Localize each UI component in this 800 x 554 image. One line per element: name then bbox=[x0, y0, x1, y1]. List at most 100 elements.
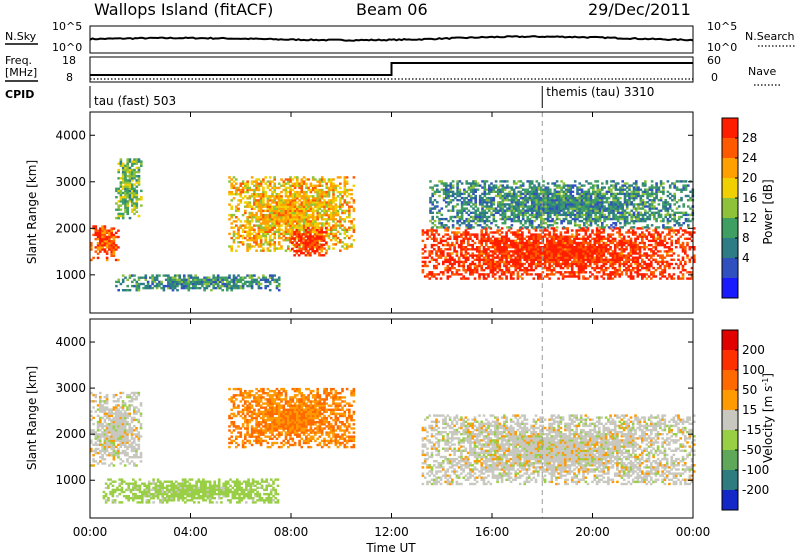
echo-cell bbox=[262, 278, 265, 281]
echo-cell bbox=[437, 233, 441, 236]
echo-cell bbox=[583, 209, 586, 212]
echo-cell bbox=[314, 220, 317, 223]
echo-cell bbox=[320, 205, 324, 208]
echo-cell bbox=[255, 218, 258, 221]
echo-cell bbox=[465, 201, 468, 204]
echo-cell bbox=[579, 250, 583, 253]
echo-cell bbox=[586, 250, 590, 253]
echo-cell bbox=[316, 230, 319, 233]
echo-cell bbox=[289, 216, 292, 219]
echo-cell bbox=[307, 178, 310, 181]
echo-cell bbox=[526, 190, 529, 193]
echo-cell bbox=[474, 205, 477, 208]
echo-cell bbox=[500, 273, 504, 276]
echo-cell bbox=[489, 241, 493, 245]
echo-cell bbox=[519, 226, 523, 229]
echo-cell bbox=[613, 271, 617, 274]
echo-cell bbox=[616, 258, 619, 261]
echo-cell bbox=[584, 237, 588, 240]
echo-cell bbox=[334, 236, 338, 240]
echo-cell bbox=[339, 216, 342, 219]
echo-cell bbox=[672, 231, 676, 234]
echo-cell bbox=[573, 196, 577, 200]
echo-cell bbox=[322, 237, 326, 240]
echo-cell bbox=[564, 188, 568, 191]
echo-cell bbox=[570, 233, 574, 236]
echo-cell bbox=[320, 193, 324, 196]
echo-cell bbox=[266, 207, 270, 210]
echo-cell bbox=[629, 243, 633, 247]
echo-cell bbox=[273, 216, 276, 219]
echo-cell bbox=[560, 213, 563, 217]
echo-cell bbox=[579, 248, 583, 251]
echo-cell bbox=[546, 186, 550, 189]
echo-cell bbox=[289, 224, 292, 227]
echo-cell bbox=[553, 184, 557, 187]
echo-cell bbox=[559, 271, 563, 274]
echo-cell bbox=[446, 264, 450, 268]
echo-cell bbox=[564, 192, 568, 196]
echo-cell bbox=[524, 219, 527, 223]
echo-cell bbox=[528, 224, 532, 227]
echo-cell bbox=[582, 258, 585, 261]
echo-cell bbox=[162, 286, 166, 290]
echo-cell bbox=[566, 264, 569, 268]
echo-cell bbox=[449, 184, 453, 187]
echo-cell bbox=[451, 199, 455, 202]
echo-cell bbox=[577, 229, 581, 232]
echo-cell bbox=[496, 229, 499, 232]
echo-cell bbox=[259, 222, 263, 225]
echo-cell bbox=[525, 269, 529, 272]
echo-cell bbox=[451, 205, 455, 208]
echo-cell bbox=[481, 207, 484, 210]
echo-cell bbox=[600, 269, 603, 272]
echo-cell bbox=[540, 203, 543, 206]
echo-cell bbox=[541, 271, 545, 274]
echo-cell bbox=[534, 233, 538, 236]
echo-cell bbox=[135, 284, 139, 288]
echo-cell bbox=[560, 203, 563, 206]
echo-cell bbox=[273, 205, 276, 208]
echo-cell bbox=[268, 276, 272, 279]
echo-cell bbox=[534, 237, 538, 240]
echo-cell bbox=[225, 284, 229, 288]
echo-cell bbox=[528, 209, 532, 212]
echo-cell bbox=[323, 178, 326, 181]
echo-cell bbox=[693, 258, 696, 261]
echo-cell bbox=[530, 260, 533, 264]
echo-cell bbox=[575, 250, 578, 253]
echo-cell bbox=[523, 243, 526, 247]
echo-cell bbox=[537, 194, 541, 198]
echo-cell bbox=[542, 207, 545, 210]
echo-cell bbox=[332, 207, 335, 210]
echo-cell bbox=[232, 282, 236, 286]
echo-cell bbox=[611, 237, 615, 240]
echo-cell bbox=[500, 269, 504, 272]
echo-cell bbox=[302, 195, 306, 198]
echo-cell bbox=[442, 226, 446, 229]
echo-cell bbox=[271, 278, 274, 281]
echo-cell bbox=[194, 276, 197, 279]
echo-cell bbox=[600, 260, 603, 264]
echo-cell bbox=[228, 245, 231, 248]
echo-cell bbox=[295, 250, 299, 253]
echo-cell bbox=[277, 197, 281, 200]
echo-cell bbox=[627, 239, 630, 243]
echo-cell bbox=[542, 199, 545, 202]
echo-cell bbox=[297, 231, 301, 234]
echo-cell bbox=[433, 248, 436, 251]
echo-cell bbox=[262, 205, 265, 208]
echo-cell bbox=[550, 258, 554, 261]
echo-cell bbox=[153, 276, 157, 279]
echo-cell bbox=[552, 227, 556, 230]
echo-cell bbox=[647, 266, 651, 270]
echo-cell bbox=[460, 277, 463, 280]
echo-cell bbox=[334, 186, 338, 190]
echo-cell bbox=[527, 231, 531, 234]
echo-cell bbox=[280, 195, 283, 198]
echo-cell bbox=[454, 196, 457, 200]
echo-cell bbox=[306, 226, 310, 230]
echo-cell bbox=[589, 194, 593, 198]
echo-cell bbox=[133, 274, 136, 277]
echo-cell bbox=[530, 269, 533, 272]
